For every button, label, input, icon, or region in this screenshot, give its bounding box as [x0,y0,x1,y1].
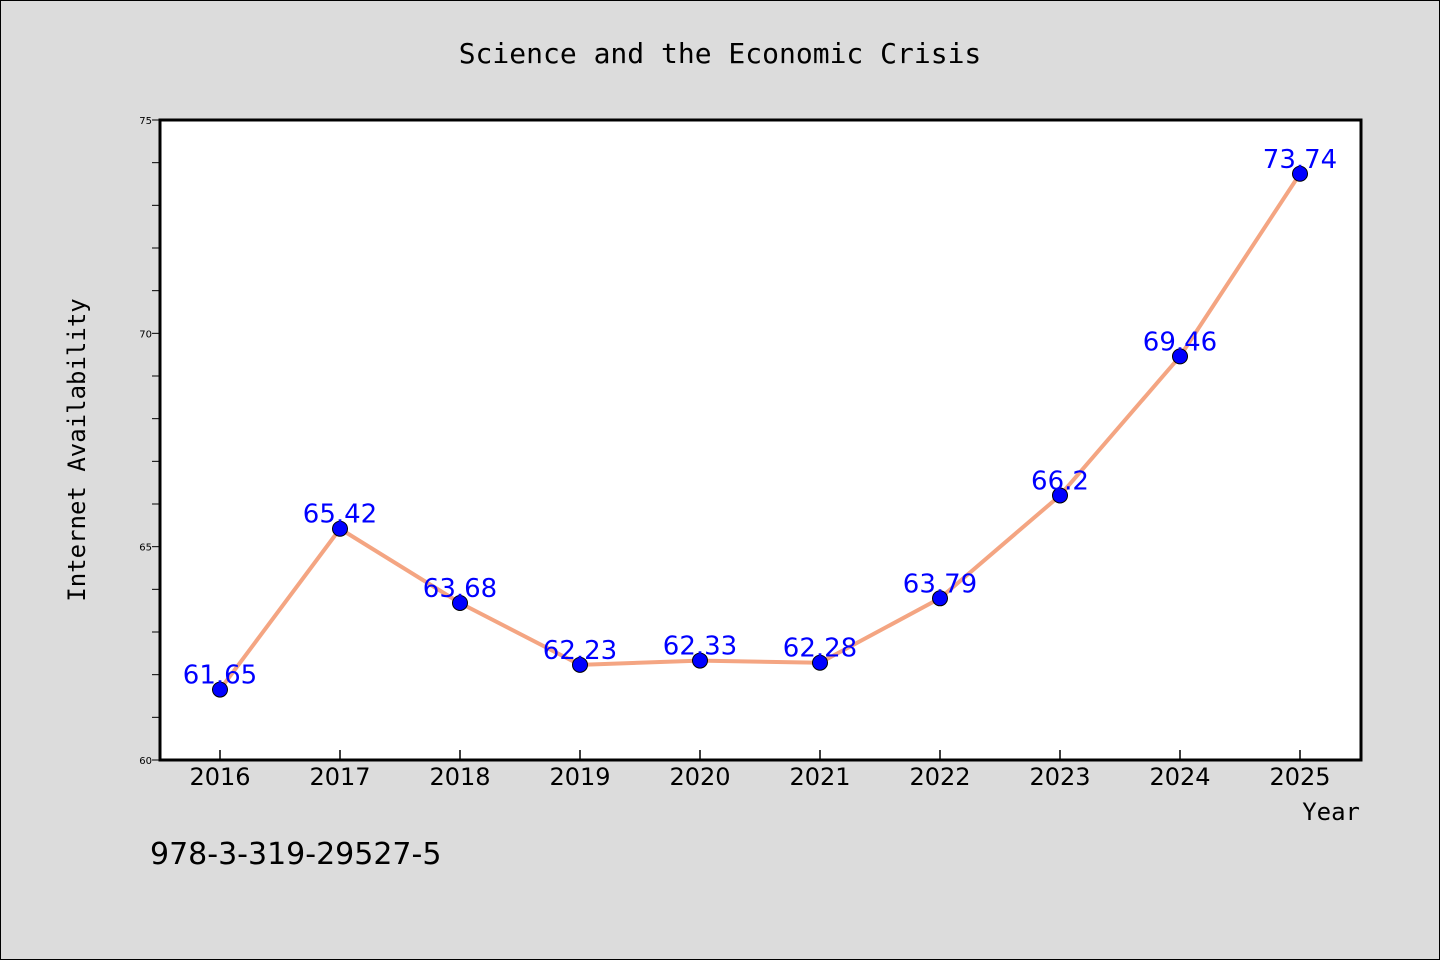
data-point [1172,348,1188,365]
y-axis-label: Internet Availability [63,298,91,601]
data-label: 62.33 [663,632,737,662]
data-point [932,590,948,607]
x-ticks [219,750,1301,760]
x-tick-label: 2016 [189,763,250,791]
data-point [1052,487,1068,504]
x-tick-label: 2019 [549,763,610,791]
data-point [812,654,828,671]
data-point [452,594,468,611]
x-tick-label: 2024 [1149,763,1210,791]
series-lines [218,171,1302,692]
x-tick-label: 2017 [309,763,370,791]
data-point [572,656,588,673]
data-label: 73.74 [1263,145,1337,175]
plot-area [158,118,1363,762]
data-markers [212,165,1308,698]
data-labels: 61.65 65.42 63.68 62.23 62.33 62.28 63.79 66.2 6… [183,145,1337,691]
data-label: 61.65 [183,661,257,691]
data-label: 65.42 [303,500,377,530]
data-point [1292,165,1308,182]
x-tick-label: 2018 [429,763,490,791]
series-line [218,171,1302,692]
y-tick-label: 75 [139,116,152,127]
y-minor-ticks [152,119,160,761]
x-tick-label: 2020 [669,763,730,791]
footer-text: 978-3-319-29527-5 [150,837,441,872]
x-tick-label: 2021 [789,763,850,791]
y-tick-label: 60 [139,756,152,767]
y-tick-labels: 60 65 70 75 [139,116,152,767]
data-point [692,652,708,669]
data-label: 62.28 [783,634,857,664]
data-label: 69.46 [1143,327,1217,357]
x-tick-label: 2022 [909,763,970,791]
data-point [212,681,228,698]
x-tick-label: 2025 [1269,763,1330,791]
x-axis-label: Year [1302,798,1360,826]
data-label: 63.79 [903,569,977,599]
y-tick-label: 70 [139,329,152,340]
data-point [332,520,348,537]
data-label: 62.23 [543,636,617,666]
data-label: 66.2 [1031,466,1089,496]
chart-title: Science and the Economic Crisis [459,37,982,70]
x-tick-label: 2023 [1029,763,1090,791]
x-tick-labels: 2016 2017 2018 2019 2020 2021 2022 2023 2024 2025 [189,763,1330,791]
data-label: 63.68 [423,574,497,604]
y-tick-label: 65 [139,543,152,554]
